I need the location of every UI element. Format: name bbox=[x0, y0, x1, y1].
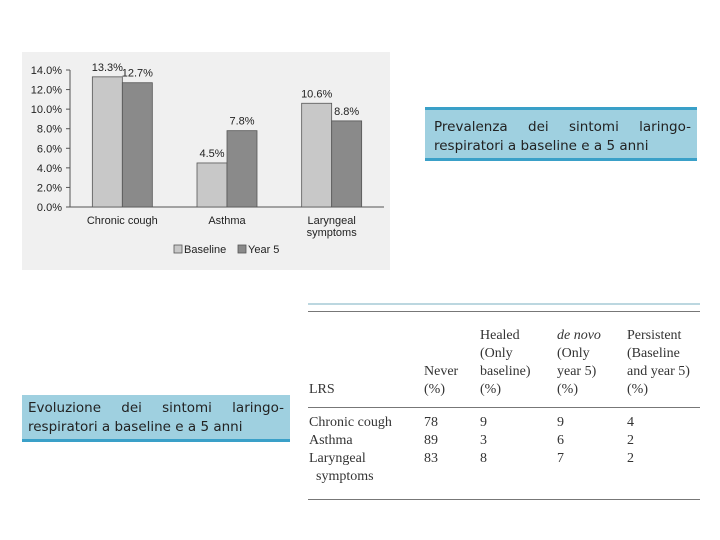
table-header-bottom-rule bbox=[308, 407, 700, 408]
table-cell: 6 bbox=[557, 433, 564, 448]
callout-prevalence: Prevalenza dei sintomi laringo- respirat… bbox=[425, 107, 697, 161]
lrs-table: LRS Never (%) Healed (Only baseline) (%) de nov… bbox=[308, 303, 700, 503]
data-label: 7.8% bbox=[229, 116, 254, 128]
table-cell: 9 bbox=[480, 415, 487, 430]
callout-evolution: Evoluzione dei sintomi laringo- respirat… bbox=[22, 395, 290, 442]
table-row-label: Laryngeal bbox=[309, 451, 366, 466]
table-header-cell: (%) bbox=[557, 382, 578, 397]
table-header-cell: and year 5) bbox=[627, 364, 690, 379]
y-tick-label: 4.0% bbox=[37, 163, 62, 175]
bar-year-5 bbox=[226, 130, 258, 208]
table-cell: 4 bbox=[627, 415, 634, 430]
table-header-cell: baseline) bbox=[480, 364, 531, 379]
table-header-cell: Healed bbox=[480, 328, 520, 343]
y-tick-label: 8.0% bbox=[37, 124, 62, 136]
y-tick-label: 10.0% bbox=[31, 104, 62, 116]
table-cell: 78 bbox=[424, 415, 438, 430]
x-category-label: Asthma bbox=[208, 215, 246, 227]
table-row-label: Chronic cough bbox=[309, 415, 392, 430]
callout-evolution-line-1: Evoluzione dei sintomi laringo- bbox=[28, 400, 284, 416]
bar-baseline bbox=[196, 162, 228, 208]
bar-year-5 bbox=[331, 120, 363, 208]
bar-chart: 0.0% 2.0% 4.0% 6.0% 8.0% 10.0% 12.0% 14.0% 13.3%… bbox=[22, 52, 390, 270]
table-header-cell: (Only bbox=[480, 346, 513, 361]
table-header-cell: (Baseline bbox=[627, 346, 680, 361]
table-header-cell: year 5) bbox=[557, 364, 597, 379]
table-cell: 3 bbox=[480, 433, 487, 448]
callout-prevalence-line-2: respiratori a baseline e a 5 anni bbox=[434, 138, 649, 154]
legend-label: Year 5 bbox=[248, 244, 279, 256]
x-category-label: symptoms bbox=[307, 227, 358, 239]
table-bottom-rule bbox=[308, 499, 700, 500]
table-cell: 2 bbox=[627, 451, 634, 466]
table-header-cell: LRS bbox=[309, 382, 335, 397]
bar-baseline bbox=[301, 102, 333, 208]
table-cell: 83 bbox=[424, 451, 438, 466]
y-tick-label: 14.0% bbox=[31, 65, 62, 77]
data-label: 13.3% bbox=[92, 62, 123, 74]
bar-chart-svg: 0.0% 2.0% 4.0% 6.0% 8.0% 10.0% 12.0% 14.0% 13.3%… bbox=[31, 62, 384, 256]
table-header-cell: (%) bbox=[424, 382, 445, 397]
table-cell: 7 bbox=[557, 451, 564, 466]
table-header-cell: de novo bbox=[557, 328, 601, 343]
y-tick-label: 0.0% bbox=[37, 202, 62, 214]
data-label: 10.6% bbox=[301, 88, 332, 100]
table-header-cell: (Only bbox=[557, 346, 590, 361]
y-tick-label: 12.0% bbox=[31, 85, 62, 97]
table-row-label: Asthma bbox=[309, 433, 353, 448]
table-header-cell: Never bbox=[424, 364, 459, 379]
x-category-label: Chronic cough bbox=[87, 215, 158, 227]
callout-evolution-line-2: respiratori a baseline e a 5 anni bbox=[28, 419, 243, 435]
table-top-rule bbox=[308, 303, 700, 305]
table-cell: 89 bbox=[424, 433, 438, 448]
legend-swatch bbox=[173, 244, 183, 254]
bar-year-5 bbox=[121, 82, 153, 208]
x-category-label: Laryngeal bbox=[308, 215, 356, 227]
table-row-label: symptoms bbox=[316, 469, 374, 484]
legend-swatch bbox=[237, 244, 247, 254]
table-cell: 8 bbox=[480, 451, 487, 466]
data-label: 12.7% bbox=[122, 68, 153, 80]
table-header-cell: Persistent bbox=[627, 328, 682, 343]
table-cell: 2 bbox=[627, 433, 634, 448]
table-cell: 9 bbox=[557, 415, 564, 430]
y-tick-label: 6.0% bbox=[37, 143, 62, 155]
callout-prevalence-line-1: Prevalenza dei sintomi laringo- bbox=[434, 119, 691, 135]
y-tick-label: 2.0% bbox=[37, 182, 62, 194]
bar-baseline bbox=[91, 76, 123, 208]
legend-label: Baseline bbox=[184, 244, 226, 256]
table-header-cell: (%) bbox=[480, 382, 501, 397]
table-header-cell: (%) bbox=[627, 382, 648, 397]
table-header-top-rule bbox=[308, 311, 700, 312]
data-label: 4.5% bbox=[199, 148, 224, 160]
data-label: 8.8% bbox=[334, 106, 359, 118]
